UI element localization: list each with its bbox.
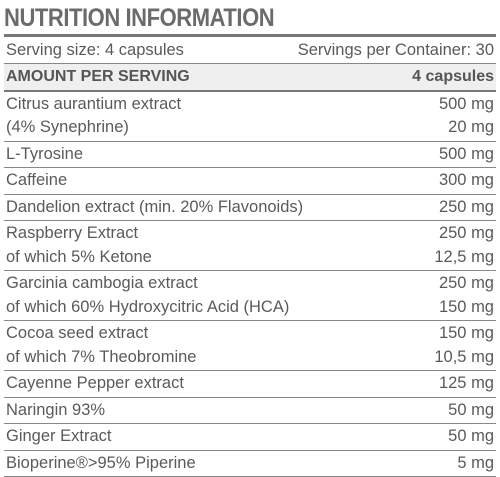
ingredient-names: Dandelion extract (min. 20% Flavonoids) [6,196,303,220]
title: NUTRITION INFORMATION [4,0,437,34]
serving-size: Serving size: 4 capsules [6,38,184,62]
ingredient-name: Naringin 93% [6,399,105,423]
ingredient-amounts: 50 mg [448,425,494,449]
ingredient-name: Garcinia cambogia extract [6,272,289,296]
ingredient-names: Caffeine [6,169,67,193]
ingredient-amount: 125 mg [439,372,494,396]
header-label: AMOUNT PER SERVING [6,65,190,89]
ingredient-row: Citrus aurantium extract(4% Synephrine) 5… [4,92,496,142]
ingredient-amount: 10,5 mg [434,346,494,370]
ingredient-amount: 150 mg [439,322,494,346]
ingredient-amount: 250 mg [439,222,494,246]
ingredient-names: Bioperine®>95% Piperine [6,452,196,476]
ingredient-name: of which 60% Hydroxycitric Acid (HCA) [6,296,289,320]
header-amount: 4 capsules [412,65,494,89]
ingredient-name: Ginger Extract [6,425,111,449]
ingredient-row: Caffeine 300 mg [4,168,496,195]
ingredient-name: L-Tyrosine [6,143,83,167]
servings-per-container: Servings per Container: 30 [298,38,494,62]
ingredient-row: Cayenne Pepper extract 125 mg [4,371,496,398]
ingredient-amount: 12,5 mg [434,246,494,270]
ingredient-name: Raspberry Extract [6,222,152,246]
table-body: Citrus aurantium extract(4% Synephrine) 5… [4,92,496,477]
ingredient-amount: 20 mg [448,116,494,140]
ingredient-name: (4% Synephrine) [6,116,181,140]
ingredient-amount: 50 mg [448,425,494,449]
ingredient-amount: 500 mg [439,93,494,117]
ingredient-amounts: 300 mg [439,169,494,193]
ingredient-names: Citrus aurantium extract(4% Synephrine) [6,93,181,140]
ingredient-name: Citrus aurantium extract [6,93,181,117]
ingredient-names: Naringin 93% [6,399,105,423]
ingredient-amounts: 250 mg [439,196,494,220]
ingredient-amount: 150 mg [439,296,494,320]
ingredient-amount: 300 mg [439,169,494,193]
ingredient-name: Cayenne Pepper extract [6,372,184,396]
ingredient-names: Cayenne Pepper extract [6,372,184,396]
ingredient-amounts: 50 mg [448,399,494,423]
ingredient-names: L-Tyrosine [6,143,83,167]
ingredient-name: of which 5% Ketone [6,246,152,270]
ingredient-amounts: 125 mg [439,372,494,396]
header-row: AMOUNT PER SERVING 4 capsules [4,64,496,92]
ingredient-name: Caffeine [6,169,67,193]
ingredient-name: Bioperine®>95% Piperine [6,452,196,476]
ingredient-row: Bioperine®>95% Piperine 5 mg [4,451,496,477]
ingredient-amount: 250 mg [439,272,494,296]
ingredient-row: L-Tyrosine 500 mg [4,142,496,169]
ingredient-row: Dandelion extract (min. 20% Flavonoids) 2… [4,195,496,222]
ingredient-names: Ginger Extract [6,425,111,449]
ingredient-row: Naringin 93% 50 mg [4,398,496,425]
ingredient-amount: 50 mg [448,399,494,423]
ingredient-amount: 5 mg [457,452,494,476]
serving-row: Serving size: 4 capsules Servings per Co… [4,37,496,64]
ingredient-name: Cocoa seed extract [6,322,196,346]
ingredient-row: Ginger Extract 50 mg [4,424,496,451]
ingredient-amount: 250 mg [439,196,494,220]
ingredient-amounts: 500 mg [439,143,494,167]
ingredient-name: of which 7% Theobromine [6,346,196,370]
ingredient-name: Dandelion extract (min. 20% Flavonoids) [6,196,303,220]
ingredient-amounts: 5 mg [457,452,494,476]
ingredient-amount: 500 mg [439,143,494,167]
